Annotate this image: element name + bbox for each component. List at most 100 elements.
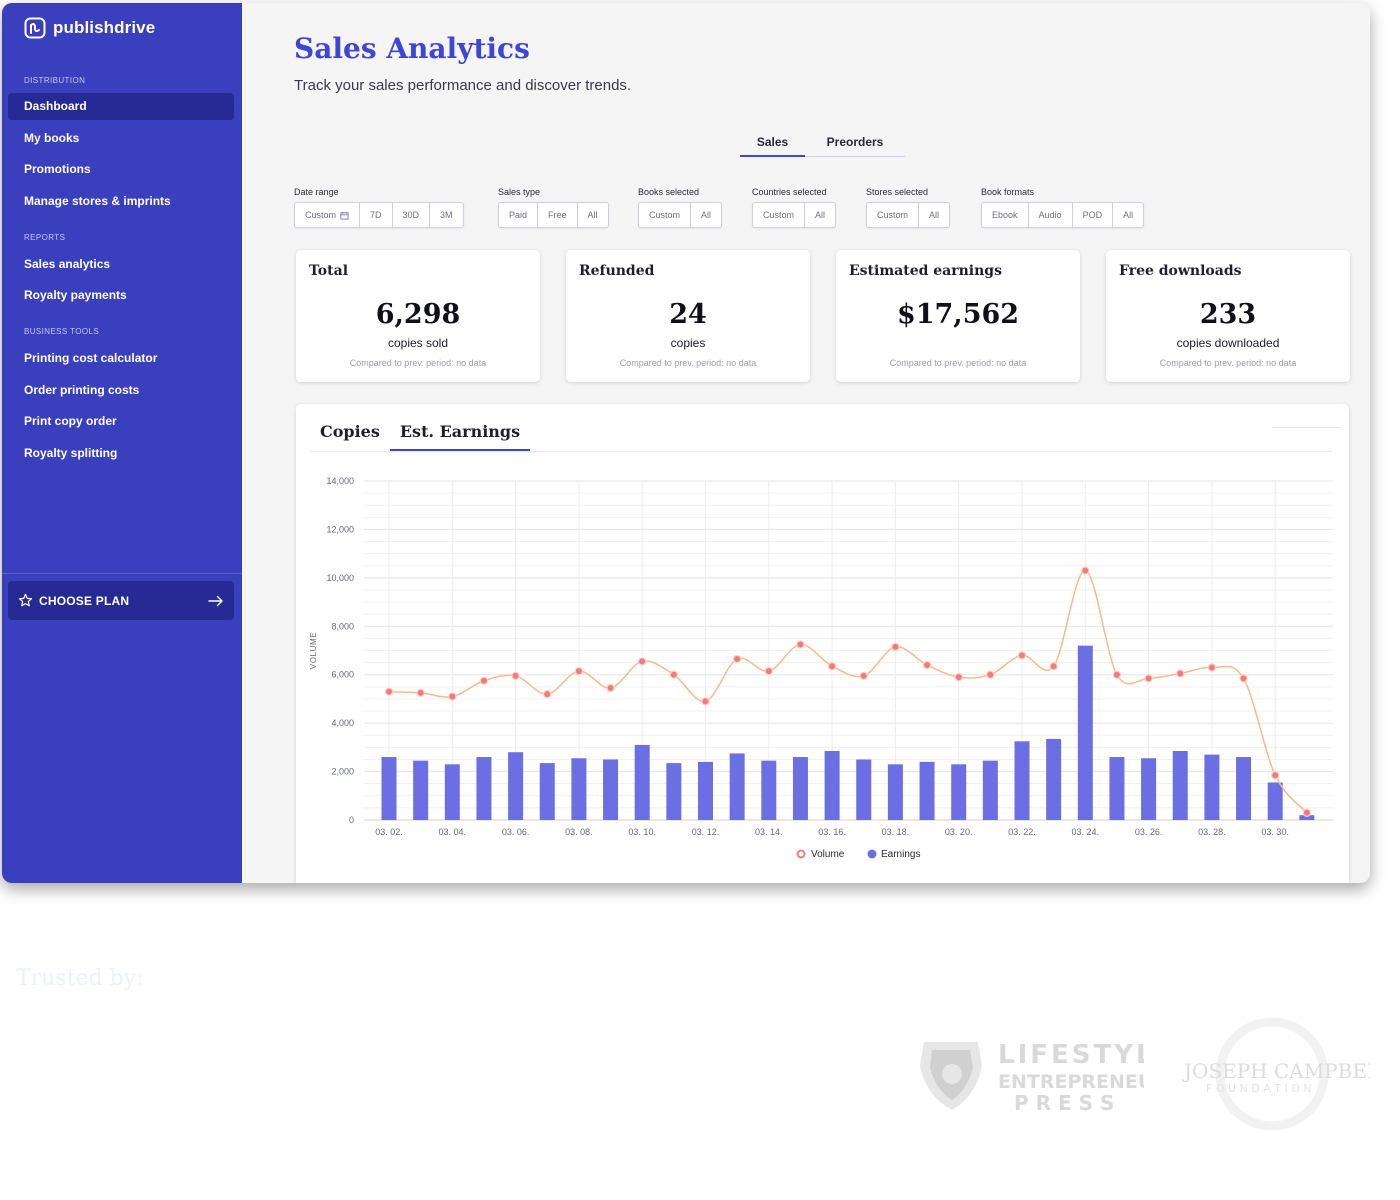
stores-all-button[interactable]: All	[929, 210, 940, 220]
segmented-control: Custom All	[866, 202, 951, 228]
filter-sales-type: Sales type Paid Free All	[498, 187, 609, 228]
date-30d-button[interactable]: 30D	[393, 203, 431, 227]
x-tick-label: 03. 14.	[755, 827, 783, 837]
x-tick-label: 03. 20.	[945, 827, 973, 837]
volume-point	[384, 687, 394, 696]
legend-marker-earnings	[867, 849, 877, 859]
filter-date-range: Date range Custom 7D 30D 3M	[294, 187, 464, 228]
sidebar: publishdrive DISTRIBUTION Dashboard My b…	[2, 3, 242, 883]
choose-plan-button[interactable]: CHOOSE PLAN	[8, 581, 234, 620]
bar	[1141, 758, 1157, 820]
sales-tabs: Sales Preorders	[740, 131, 905, 157]
y-tick-label: 6,000	[331, 670, 354, 680]
volume-point	[1144, 674, 1153, 683]
main-content: Sales Analytics Track your sales perform…	[242, 3, 1370, 883]
countries-custom-button[interactable]: Custom	[753, 203, 806, 227]
sidebar-item-sales-analytics[interactable]: Sales analytics	[24, 257, 111, 271]
card-value: 24	[669, 299, 707, 330]
sales-all-button[interactable]: All	[587, 210, 598, 220]
stores-custom-button[interactable]: Custom	[867, 203, 920, 227]
sales-free-button[interactable]: Free	[538, 203, 578, 227]
filter-label: Books selected	[638, 187, 700, 197]
bar	[413, 760, 429, 820]
sidebar-item-order-printing-costs[interactable]: Order printing costs	[24, 383, 140, 397]
partner-line: ENTREPRENEURS	[998, 1071, 1144, 1093]
choose-plan-label: CHOOSE PLAN	[39, 593, 130, 608]
format-all-button[interactable]: All	[1123, 210, 1134, 220]
volume-point	[1081, 566, 1090, 575]
bar	[951, 764, 967, 820]
bar	[539, 763, 555, 820]
card-title: Free downloads	[1119, 263, 1242, 279]
bar	[982, 760, 998, 820]
bar	[824, 750, 840, 820]
sidebar-item-royalty-payments[interactable]: Royalty payments	[24, 288, 127, 302]
x-tick-label: 03. 18.	[882, 827, 910, 837]
segmented-control: Paid Free All	[498, 202, 609, 228]
tab-est-earnings[interactable]: Est. Earnings	[389, 422, 531, 451]
format-pod-button[interactable]: POD	[1073, 203, 1114, 227]
countries-all-button[interactable]: All	[815, 210, 826, 220]
bar	[698, 761, 713, 820]
sidebar-item-printing-cost-calculator[interactable]: Printing cost calculator	[24, 351, 158, 365]
sales-paid-button[interactable]: Paid	[499, 203, 539, 227]
y-tick-label: 4,000	[331, 718, 354, 728]
volume-point	[827, 662, 837, 671]
page-subtitle: Track your sales performance and discove…	[294, 77, 632, 94]
filter-label: Stores selected	[866, 187, 929, 197]
bar	[1172, 750, 1188, 820]
bar	[1267, 782, 1283, 820]
x-tick-label: 03. 30.	[1261, 827, 1289, 837]
sidebar-item-manage-stores[interactable]: Manage stores & imprints	[24, 194, 171, 208]
date-7d-button[interactable]: 7D	[360, 203, 393, 227]
bar	[571, 758, 587, 820]
volume-point	[1302, 808, 1312, 817]
x-tick-label: 03. 12.	[692, 827, 720, 837]
format-ebook-button[interactable]: Ebook	[982, 203, 1029, 227]
segmented-control: Custom All	[752, 202, 837, 228]
filter-label: Countries selected	[752, 187, 827, 197]
y-tick-label: 12,000	[326, 524, 354, 534]
star-icon	[18, 593, 33, 607]
x-tick-label: 03. 10.	[628, 827, 656, 837]
filter-label: Date range	[294, 187, 339, 197]
volume-point	[732, 654, 742, 664]
bar	[761, 760, 777, 820]
tab-sales[interactable]: Sales	[740, 131, 805, 157]
bar	[1077, 645, 1093, 820]
sidebar-item-royalty-splitting[interactable]: Royalty splitting	[24, 446, 118, 460]
filter-stores: Stores selected Custom All	[866, 187, 951, 228]
date-3m-button[interactable]: 3M	[440, 210, 453, 220]
volume-point	[986, 670, 995, 679]
x-tick-label: 03. 16.	[818, 827, 846, 837]
card-value: 233	[1199, 299, 1257, 330]
sidebar-item-my-books[interactable]: My books	[24, 131, 80, 145]
sidebar-item-print-copy-order[interactable]: Print copy order	[24, 414, 117, 428]
legend-marker-volume	[796, 849, 806, 859]
sidebar-item-dashboard[interactable]: Dashboard	[8, 93, 234, 120]
books-all-button[interactable]: All	[701, 210, 712, 220]
volume-point	[1207, 663, 1217, 672]
brand-logo[interactable]: publishdrive	[24, 17, 155, 39]
volume-point	[638, 657, 647, 666]
x-tick-label: 03. 22.	[1008, 827, 1036, 837]
volume-point	[891, 642, 900, 652]
bar	[1236, 757, 1252, 820]
y-tick-label: 10,000	[326, 573, 354, 583]
section-label-distribution: DISTRIBUTION	[24, 76, 86, 85]
volume-point	[954, 672, 963, 682]
partner-line: F O U N D A T I O N	[1206, 1082, 1312, 1095]
books-custom-button[interactable]: Custom	[639, 203, 692, 227]
tab-preorders[interactable]: Preorders	[805, 131, 905, 157]
filter-book-formats: Book formats Ebook Audio POD All	[981, 187, 1145, 228]
bar	[919, 761, 935, 820]
format-audio-button[interactable]: Audio	[1029, 203, 1073, 227]
bar	[476, 757, 492, 820]
sidebar-item-promotions[interactable]: Promotions	[24, 162, 91, 176]
stat-card-total: Total 6,298 copies sold Compared to prev…	[296, 250, 540, 382]
section-label-business-tools: BUSINESS TOOLS	[24, 327, 100, 336]
tab-copies[interactable]: Copies	[320, 422, 380, 441]
filter-label: Book formats	[981, 187, 1035, 197]
date-custom-button[interactable]: Custom	[295, 203, 361, 227]
card-value: 6,298	[375, 299, 461, 330]
